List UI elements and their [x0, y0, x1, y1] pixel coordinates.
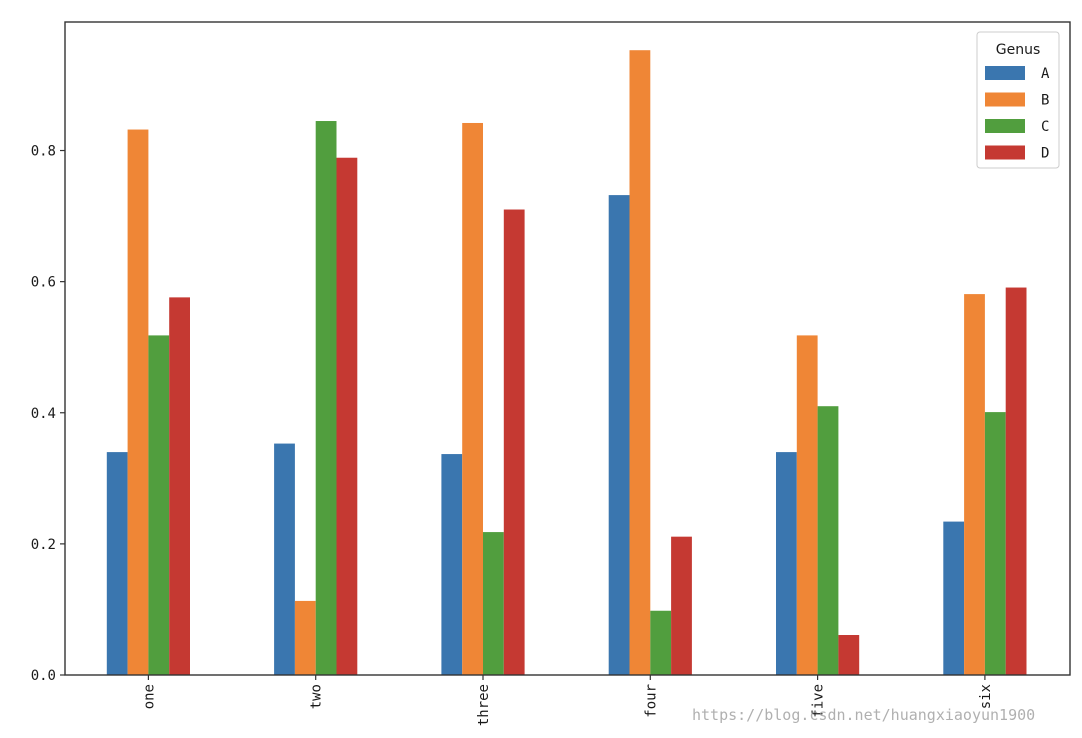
bar-D-three: [503, 209, 525, 675]
bar-B-six: [964, 294, 985, 675]
bar-B-three: [462, 122, 483, 676]
y-tick-label: 0.2: [31, 537, 56, 553]
bar-D-five: [838, 635, 860, 675]
y-axis: 0.0 0.2 0.4 0.6 0.8: [31, 144, 65, 684]
bar-C-three: [483, 532, 504, 675]
bar-A-four: [608, 195, 630, 675]
watermark: https://blog.csdn.net/huangxiaoyun1900: [692, 706, 1036, 724]
bar-D-one: [169, 297, 190, 675]
bar-A-three: [441, 454, 463, 675]
bar-C-two: [315, 121, 337, 675]
bar-A-one: [106, 452, 128, 675]
bar-C-five: [817, 406, 839, 675]
legend-label-B: B: [1041, 93, 1049, 109]
legend-title: Genus: [996, 42, 1041, 58]
y-tick-label: 0.6: [31, 275, 56, 291]
bar-C-one: [148, 335, 170, 675]
y-tick-label: 0.0: [31, 668, 56, 684]
x-tick-label-one: one: [141, 684, 157, 709]
plot-frame: [64, 21, 1071, 676]
y-tick-label: 0.4: [31, 406, 56, 422]
bar-B-five: [796, 335, 818, 675]
bar-D-two: [336, 157, 358, 676]
bar-D-four: [671, 536, 692, 675]
bar-A-six: [943, 521, 965, 675]
x-tick-label-three: three: [476, 684, 492, 726]
bar-C-six: [984, 412, 1006, 675]
x-tick-label-six: six: [978, 684, 994, 709]
bar-B-two: [294, 600, 316, 675]
bar-B-four: [629, 50, 651, 675]
bar-C-four: [650, 610, 672, 675]
legend-label-D: D: [1041, 146, 1049, 162]
legend-swatch-A: [985, 66, 1025, 80]
legend-swatch-C: [985, 119, 1025, 133]
bars-group: [106, 50, 1027, 676]
x-axis: one two three four five six: [141, 675, 994, 726]
bar-D-six: [1005, 287, 1027, 675]
legend-swatch-D: [985, 145, 1025, 160]
legend-label-C: C: [1041, 119, 1049, 135]
x-tick-label-five: five: [811, 684, 827, 718]
bar-A-five: [776, 452, 797, 675]
legend-label-A: A: [1041, 66, 1050, 82]
x-tick-label-four: four: [643, 684, 659, 718]
bar-A-two: [274, 443, 295, 675]
bar-B-one: [127, 129, 149, 676]
y-tick-label: 0.8: [31, 144, 56, 160]
x-tick-label-two: two: [309, 684, 325, 709]
legend-swatch-B: [985, 92, 1025, 107]
